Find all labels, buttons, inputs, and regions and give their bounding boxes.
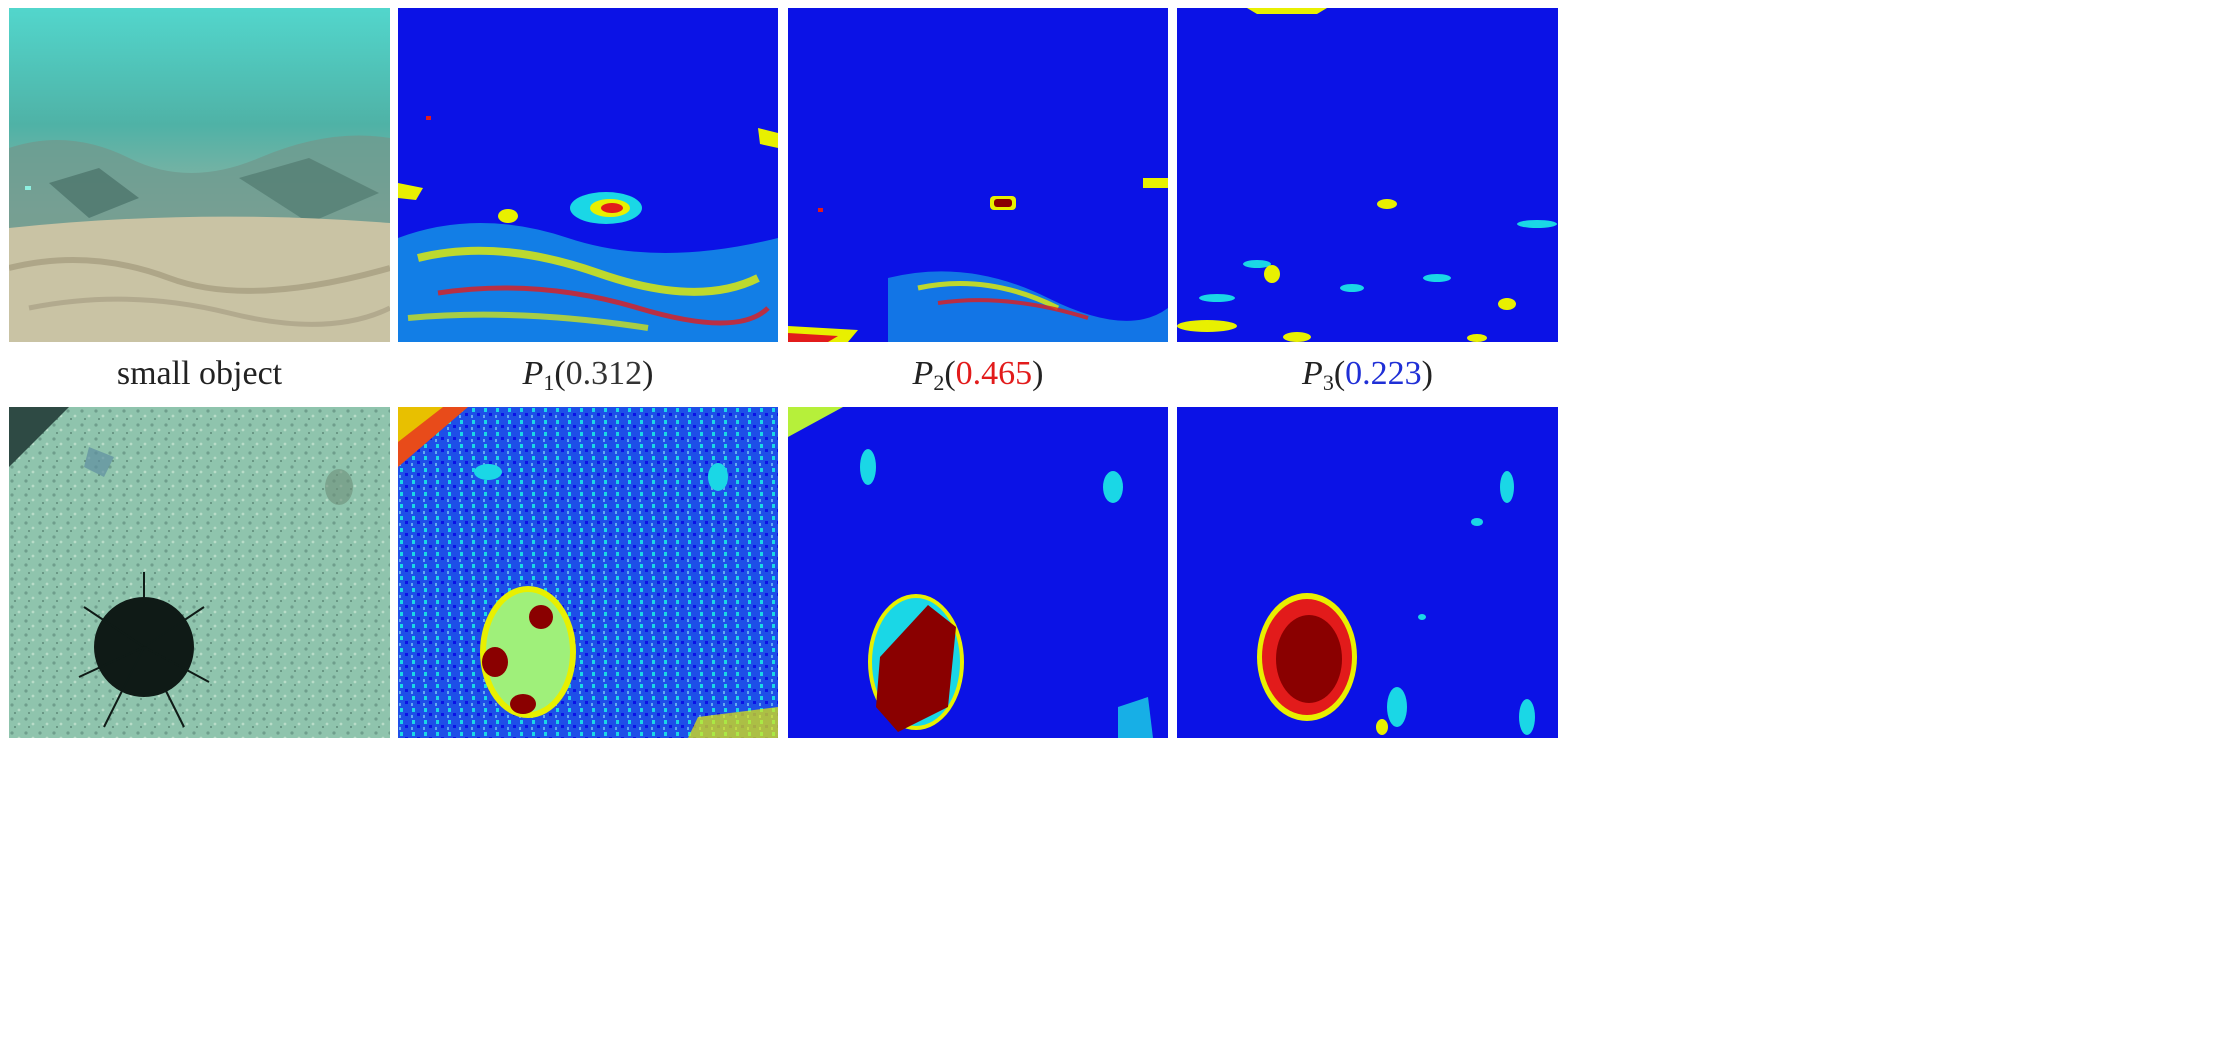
heatmap-p3-small-object <box>1177 8 1558 342</box>
p1-symbol: P <box>522 355 544 392</box>
p1-value: 0.312 <box>565 355 643 392</box>
photo-sea-urchin <box>9 407 390 738</box>
heatmap-p1-sea-urchin <box>398 407 778 738</box>
p1-close-paren: ) <box>642 355 654 392</box>
heatmap-p2-sea-urchin <box>788 407 1168 738</box>
p2-symbol: P <box>912 355 934 392</box>
p2-close-paren: ) <box>1032 355 1044 392</box>
caption-small-object-text: small object <box>116 355 283 392</box>
p1-subscript: 1 <box>543 370 555 395</box>
p3-symbol: P <box>1302 355 1323 392</box>
p2-value: 0.465 <box>955 355 1033 392</box>
caption-p2: P2(0.465) <box>788 346 1168 402</box>
p2-subscript: 2 <box>933 370 945 395</box>
caption-small-object: small object <box>9 346 390 402</box>
caption-p1: P1(0.312) <box>398 346 778 402</box>
p2-open-paren: ( <box>944 355 956 392</box>
p3-close-paren: ) <box>1421 355 1433 392</box>
p3-value: 0.223 <box>1345 355 1422 392</box>
caption-p3: P3(0.223) <box>1177 346 1558 402</box>
p3-open-paren: ( <box>1333 355 1346 392</box>
heatmap-p1-small-object <box>398 8 778 342</box>
heatmap-p2-small-object <box>788 8 1168 342</box>
heatmap-p3-sea-urchin <box>1177 407 1558 738</box>
photo-small-object <box>9 8 390 342</box>
p3-subscript: 3 <box>1322 370 1334 395</box>
p1-open-paren: ( <box>554 355 566 392</box>
